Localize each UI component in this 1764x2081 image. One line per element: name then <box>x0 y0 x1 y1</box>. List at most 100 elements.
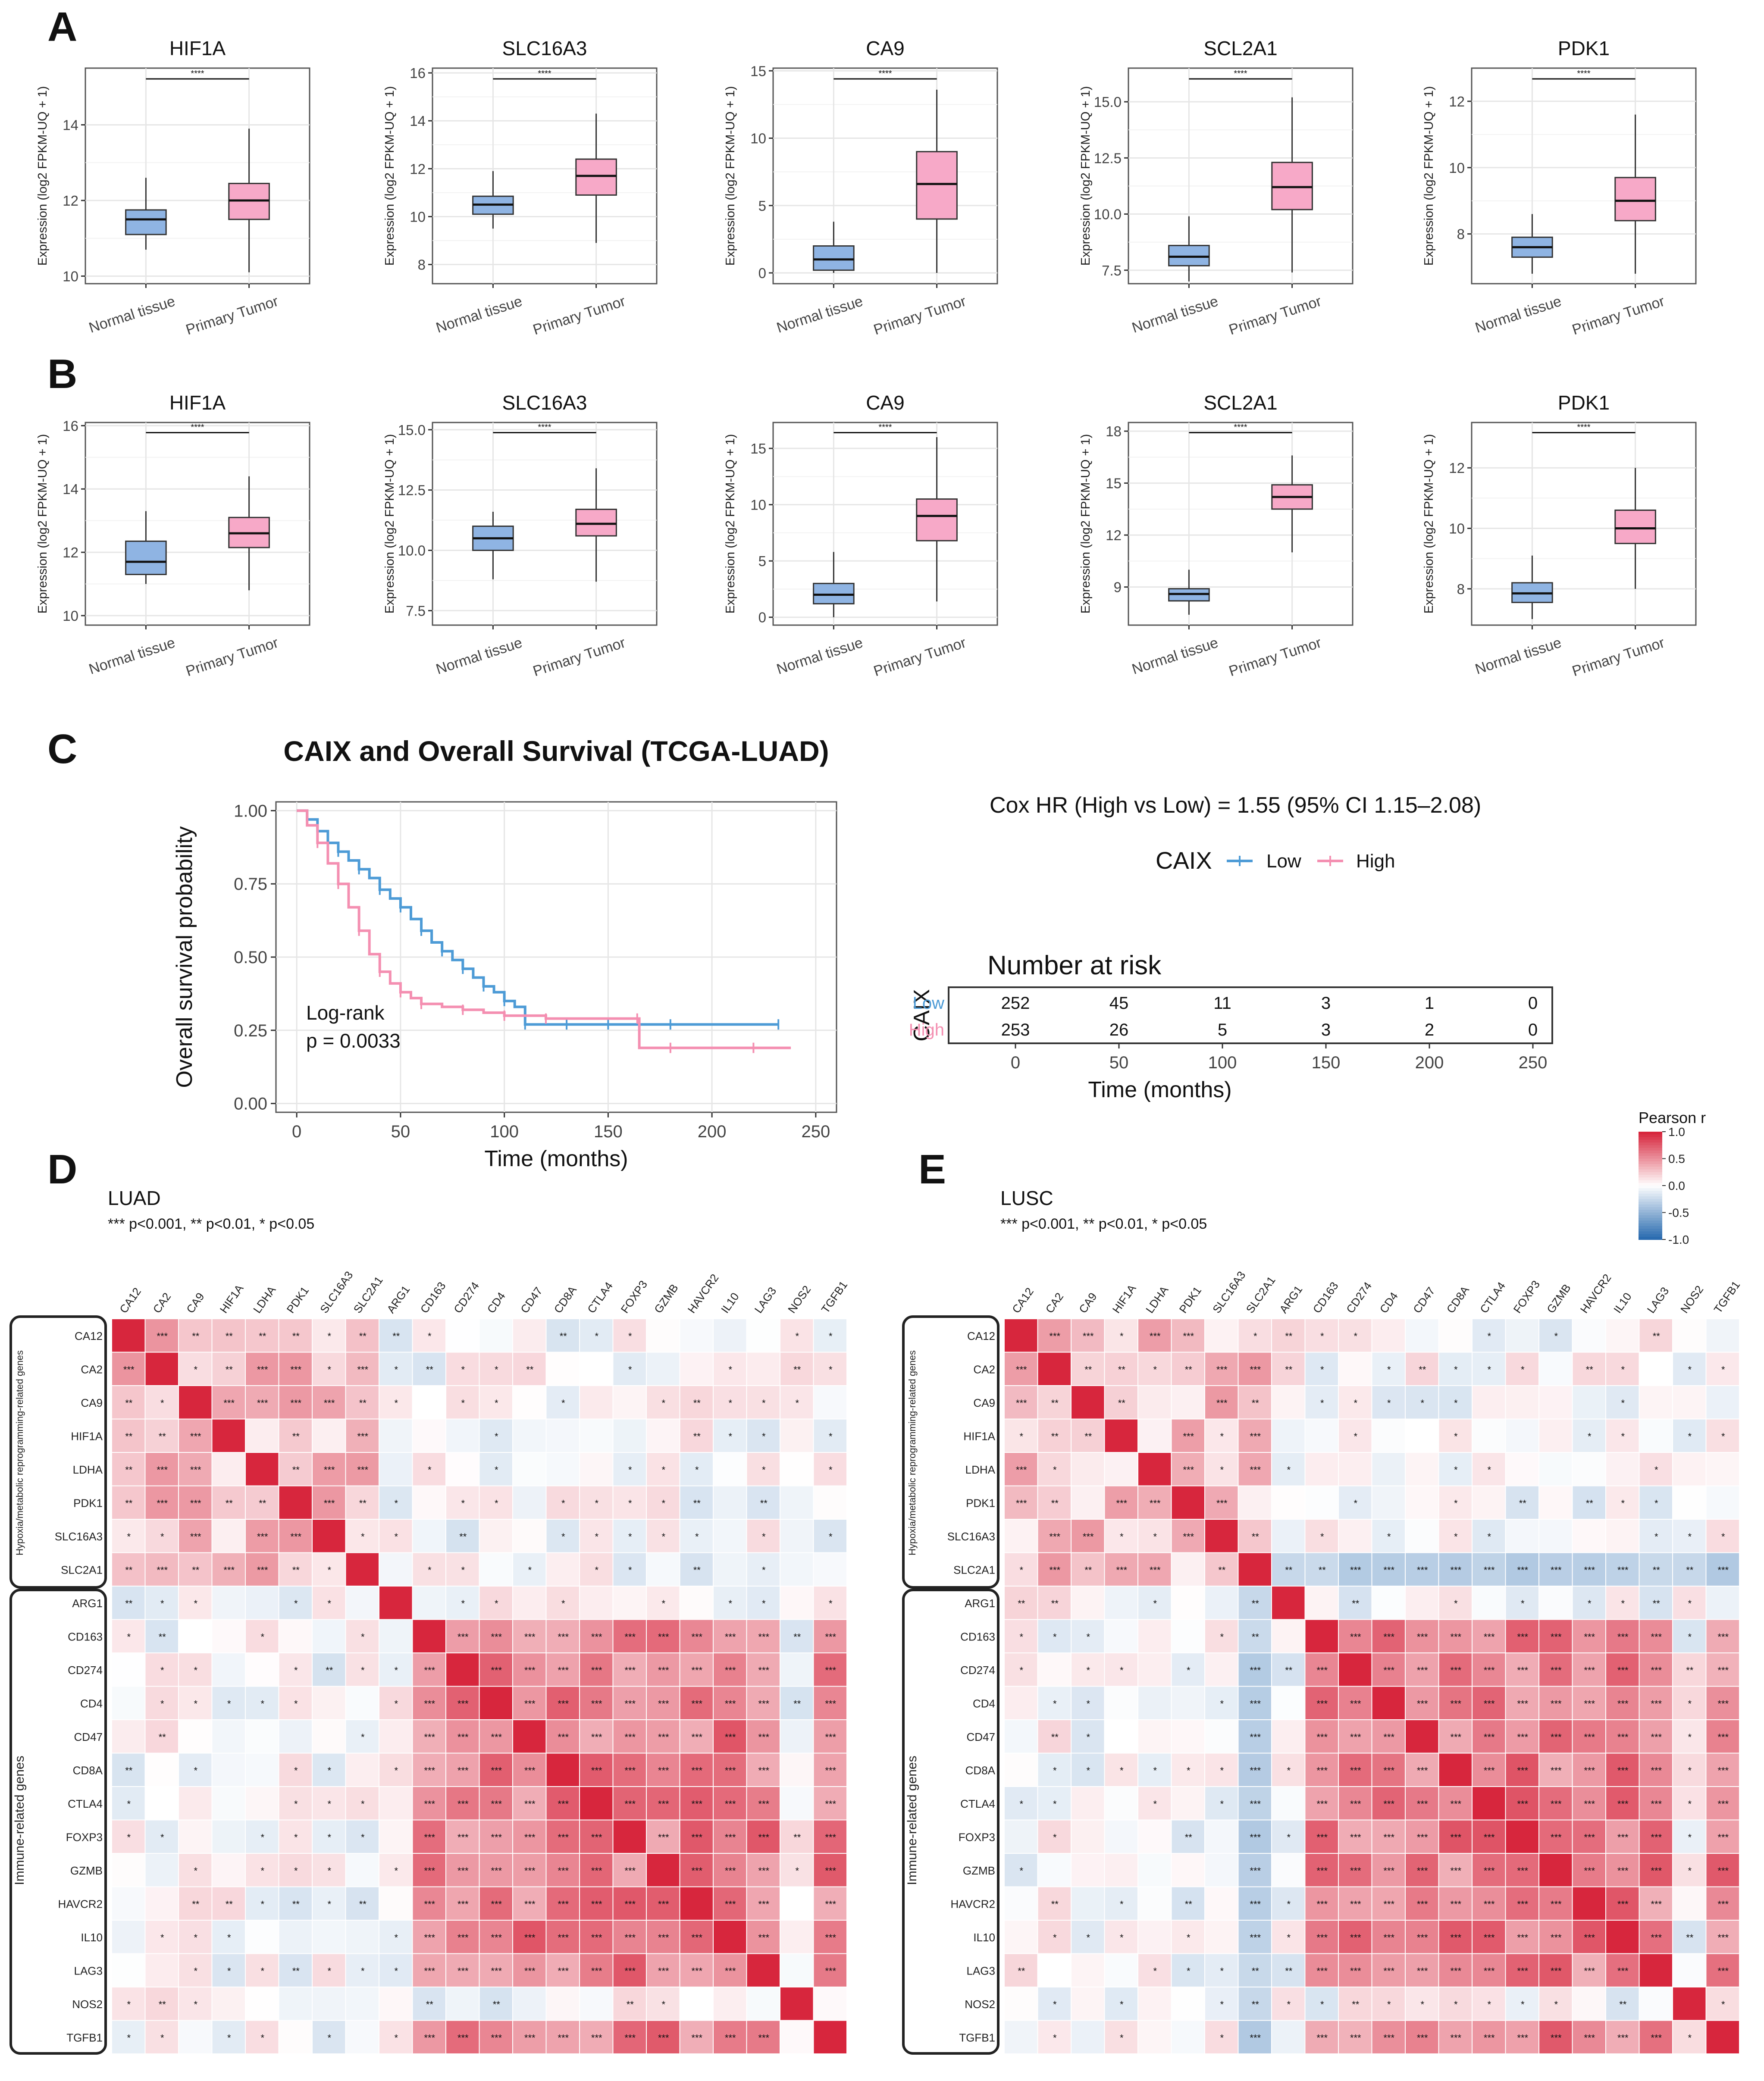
x-tick-label: 0 <box>292 1122 301 1141</box>
heatmap-cell <box>1372 1954 1405 1987</box>
heatmap-cell <box>1673 1887 1706 1920</box>
heatmap-cell <box>1506 1319 1538 1352</box>
heatmap-cell <box>814 1352 846 1385</box>
cell-significance: *** <box>1717 1631 1729 1642</box>
cell-significance: * <box>1721 1999 1725 2010</box>
cell-significance: *** <box>1417 1932 1428 1943</box>
heatmap-cell <box>1673 2021 1706 2053</box>
cell-significance: ** <box>125 1431 133 1442</box>
heatmap-cell <box>513 1553 546 1586</box>
legend-low-label: Low <box>1266 851 1301 872</box>
heatmap-cell <box>346 1587 379 1619</box>
heatmap-cell <box>1539 1987 1572 2020</box>
heatmap-cell <box>145 2021 178 2053</box>
heatmap-cell <box>1272 1386 1305 1419</box>
heatmap-cell <box>747 1921 780 1953</box>
heatmap-cell <box>1539 1820 1572 1853</box>
heatmap-cell <box>446 1753 479 1786</box>
cell-significance: *** <box>1316 1865 1328 1876</box>
cell-significance: * <box>294 1698 298 1709</box>
heatmap-cell <box>1205 1587 1238 1619</box>
heatmap-cell <box>680 1720 713 1753</box>
heatmap-cell <box>479 1687 512 1719</box>
heatmap-cell <box>1539 1653 1572 1686</box>
heatmap-cell <box>1005 1520 1037 1552</box>
heatmap-cell <box>1673 1921 1706 1953</box>
cell-significance: * <box>795 1331 799 1342</box>
heatmap-cell <box>313 1887 345 1920</box>
cell-significance: *** <box>457 1865 469 1876</box>
cell-significance: * <box>1053 1932 1057 1943</box>
heatmap-cell <box>179 1987 212 2020</box>
cell-significance: ** <box>326 1665 333 1676</box>
heatmap-cell <box>1473 1921 1505 1953</box>
cell-significance: *** <box>223 1565 235 1575</box>
heatmap-cell <box>1005 1620 1037 1652</box>
cell-significance: ** <box>1084 1431 1092 1442</box>
plot-area <box>432 422 658 626</box>
cell-significance: * <box>1454 1398 1458 1408</box>
cell-significance: * <box>361 1531 365 1542</box>
cell-significance: *** <box>1551 1732 1562 1743</box>
plot-area <box>432 67 658 285</box>
y-axis-label: Expression (log2 FPKM-UQ + 1) <box>1422 86 1436 266</box>
heatmap-cell <box>413 1687 445 1719</box>
heatmap-cell <box>1439 1620 1472 1652</box>
cell-significance: *** <box>457 1765 469 1776</box>
cell-significance: *** <box>1250 1765 1261 1776</box>
legend-gradient-step <box>1639 1167 1662 1170</box>
heatmap-cell <box>313 1319 345 1352</box>
heatmap-cell <box>513 1620 546 1652</box>
heatmap-cell <box>1573 1887 1605 1920</box>
heatmap-cell <box>1372 1352 1405 1385</box>
cell-significance: *** <box>1717 1832 1729 1843</box>
heatmap-cell <box>613 1954 646 1987</box>
heatmap-cell <box>1238 1820 1271 1853</box>
heatmap-cell <box>613 1319 646 1352</box>
heatmap-cell <box>1439 1653 1472 1686</box>
cell-significance: *** <box>1250 1932 1261 1943</box>
heatmap-cell <box>1172 1887 1204 1920</box>
heatmap-cell <box>1473 1553 1505 1586</box>
cell-significance: *** <box>1484 1765 1495 1776</box>
heatmap-cell <box>1639 1921 1672 1953</box>
heatmap-cell <box>714 1921 746 1953</box>
heatmap-cell <box>1439 1386 1472 1419</box>
heatmap-cell <box>212 1419 245 1452</box>
heatmap-cell <box>1038 1520 1071 1552</box>
heatmap-cell <box>1539 1419 1572 1452</box>
x-tick-label: 200 <box>698 1122 727 1141</box>
logrank-label: Log-rank <box>306 1001 385 1024</box>
heatmap-cell <box>1639 1620 1672 1652</box>
cell-significance: ** <box>1051 1498 1059 1508</box>
cell-significance: *** <box>1383 1832 1394 1843</box>
heatmap-cell <box>1706 1887 1739 1920</box>
cell-significance: * <box>227 1965 231 1976</box>
heatmap-cell <box>747 1453 780 1486</box>
box-title: SCL2A1 <box>1203 391 1277 414</box>
cell-significance: ** <box>493 1999 501 2010</box>
heatmap-cell <box>747 1319 780 1352</box>
heatmap-cell <box>680 1753 713 1786</box>
box-title: SCL2A1 <box>1203 37 1277 59</box>
heatmap-cell <box>1573 1386 1605 1419</box>
heatmap-cell <box>1005 1653 1037 1686</box>
heatmap-cell <box>680 1887 713 1920</box>
heatmap-cell <box>1305 1854 1338 1887</box>
cell-significance: *** <box>1717 1865 1729 1876</box>
cell-significance: * <box>160 1932 164 1943</box>
heatmap-cell <box>1272 1587 1305 1619</box>
cell-significance: * <box>1220 1999 1224 2010</box>
cell-significance: * <box>1654 1465 1658 1475</box>
heatmap-cell <box>179 1419 212 1452</box>
cell-significance: * <box>1086 1665 1090 1676</box>
heatmap-cell <box>1005 1954 1037 1987</box>
heatmap-cell <box>112 1319 145 1352</box>
y-tick-label: 7.5 <box>1102 263 1122 279</box>
heatmap-cell <box>513 1419 546 1452</box>
heatmap-cell <box>714 1787 746 1820</box>
heatmap-cell <box>279 1653 312 1686</box>
heatmap-cell <box>613 2021 646 2053</box>
heatmap-cell <box>1439 1553 1472 1586</box>
cell-significance: * <box>1287 1899 1291 1909</box>
